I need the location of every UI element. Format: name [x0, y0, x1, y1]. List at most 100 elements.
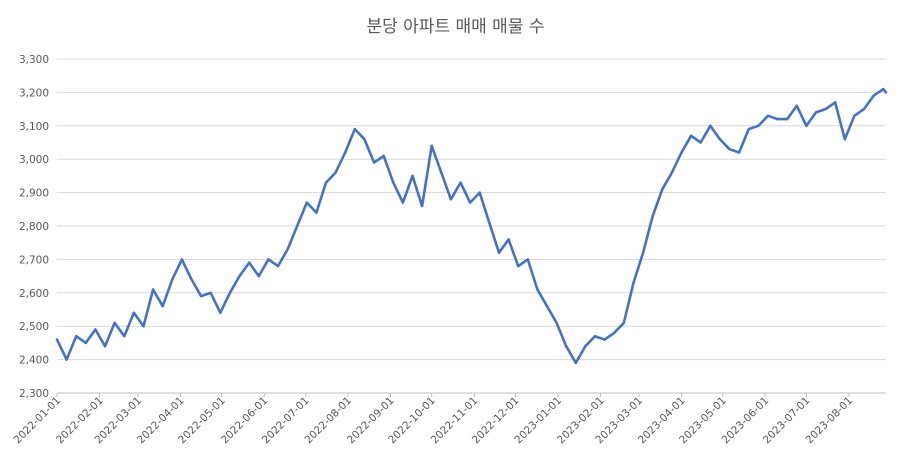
data-point	[814, 111, 818, 114]
y-tick-label: 2,300	[19, 388, 49, 400]
data-point	[536, 288, 539, 291]
data-point	[555, 321, 558, 325]
data-point	[872, 94, 875, 97]
data-point	[267, 258, 270, 261]
data-point	[65, 358, 68, 361]
data-point	[766, 114, 770, 117]
data-point	[661, 188, 664, 191]
data-point	[353, 127, 357, 131]
data-point	[142, 325, 145, 328]
data-point	[603, 338, 606, 341]
data-point	[238, 274, 241, 278]
data-point	[718, 137, 722, 141]
y-tick-label: 2,400	[19, 355, 49, 367]
data-point	[440, 171, 443, 174]
data-point	[113, 321, 116, 325]
data-point	[151, 288, 155, 291]
data-point	[401, 201, 405, 204]
data-point	[468, 201, 472, 204]
data-point	[622, 321, 626, 325]
data-point	[305, 201, 308, 204]
data-point	[884, 91, 888, 94]
data-point	[862, 107, 866, 111]
data-point	[584, 345, 587, 348]
data-point	[641, 251, 645, 254]
data-point	[132, 311, 136, 315]
data-point	[670, 171, 674, 174]
data-point	[497, 251, 501, 254]
data-point	[257, 274, 260, 278]
data-point	[507, 238, 510, 241]
data-point	[228, 291, 232, 294]
data-point	[94, 328, 97, 331]
data-point	[420, 204, 424, 208]
data-point	[344, 151, 347, 154]
data-point	[795, 104, 798, 107]
y-tick-label: 2,700	[19, 254, 49, 266]
data-point	[171, 278, 174, 281]
data-point	[84, 341, 88, 345]
data-point	[103, 345, 107, 348]
data-point	[824, 107, 827, 111]
data-point	[75, 335, 78, 338]
data-point	[459, 181, 462, 184]
y-tick-label: 3,100	[19, 121, 49, 133]
y-tick-label: 2,900	[19, 188, 49, 200]
data-point	[161, 304, 164, 308]
data-point	[805, 124, 808, 128]
data-point	[651, 214, 654, 218]
data-point	[488, 221, 491, 224]
data-point	[372, 161, 376, 164]
data-point	[882, 87, 885, 91]
data-point	[709, 124, 712, 128]
data-point	[363, 137, 366, 141]
y-tick-label: 3,200	[19, 87, 49, 99]
y-tick-label: 2,600	[19, 288, 49, 300]
data-point	[757, 124, 760, 128]
data-point	[449, 198, 453, 201]
data-point	[430, 144, 433, 148]
data-point	[392, 181, 395, 184]
data-point	[526, 258, 529, 261]
y-tick-label: 3,300	[19, 54, 49, 66]
data-point	[55, 338, 59, 341]
chart-title: 분당 아파트 매매 매물 수	[366, 17, 545, 37]
data-point	[776, 117, 779, 121]
data-point	[199, 294, 203, 298]
data-point	[382, 154, 385, 158]
y-tick-label: 3,000	[19, 154, 49, 166]
data-point	[593, 335, 597, 338]
data-point	[565, 345, 568, 348]
data-point	[180, 258, 184, 261]
data-point	[834, 101, 837, 104]
data-point	[276, 264, 280, 268]
data-point	[853, 114, 856, 117]
data-point	[516, 264, 520, 268]
y-tick-label: 2,500	[19, 321, 49, 333]
data-point	[209, 291, 212, 294]
data-point	[315, 211, 318, 214]
data-point	[219, 311, 222, 315]
data-point	[737, 151, 741, 154]
data-point	[334, 171, 337, 174]
data-point	[190, 278, 193, 281]
data-point	[785, 117, 789, 121]
data-point	[728, 147, 731, 151]
data-point	[295, 224, 299, 228]
data-point	[680, 151, 683, 154]
series-line	[55, 87, 888, 365]
data-point	[324, 181, 328, 184]
data-point	[574, 361, 578, 365]
data-point	[545, 304, 549, 308]
data-point	[123, 335, 126, 338]
data-point	[689, 134, 693, 138]
data-point	[843, 137, 847, 141]
data-point	[747, 127, 750, 131]
data-point	[411, 174, 414, 178]
y-tick-label: 2,800	[19, 221, 49, 233]
data-point	[286, 248, 289, 251]
data-point	[699, 141, 702, 144]
data-point	[478, 191, 481, 194]
